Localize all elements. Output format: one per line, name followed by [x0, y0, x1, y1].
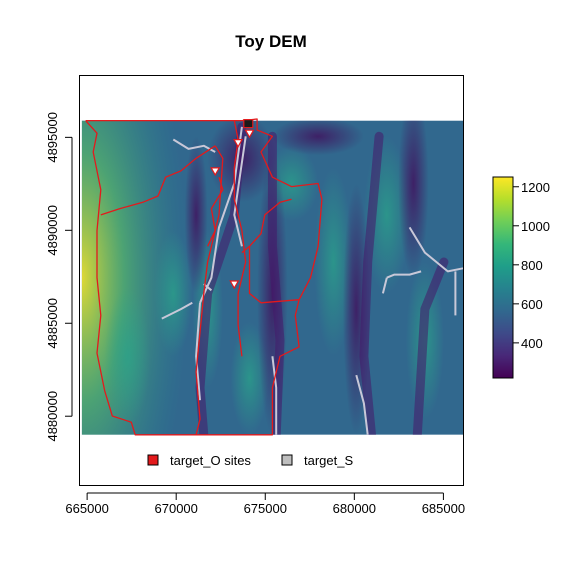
stream-10 [381, 277, 388, 294]
y-tick-label: 4890000 [45, 205, 60, 256]
x-tick-label: 680000 [333, 501, 376, 516]
stream-9 [386, 270, 422, 279]
stream-6 [271, 356, 278, 435]
elevation-colorbar: 400 600 800 1000 1200 [492, 176, 550, 379]
stream-3 [161, 301, 193, 320]
legend-label-1: target_S [304, 453, 353, 468]
site-marker-0 [210, 167, 221, 177]
elevation-raster [81, 120, 463, 435]
legend-label-0: target_O sites [170, 453, 251, 468]
colorbar-tick-label: 800 [521, 258, 543, 273]
stream-network [161, 126, 464, 435]
legend-swatch-1 [281, 454, 293, 466]
y-tick-label: 4895000 [45, 112, 60, 163]
boundary-sub-4 [248, 246, 300, 304]
terrain-low-4 [184, 136, 208, 294]
boundary-sub-1 [195, 145, 224, 435]
y-tick-label: 4885000 [45, 298, 60, 349]
colorbar-gradient [492, 176, 514, 379]
valley-2 [359, 131, 384, 435]
colorbar-tick-label: 1000 [521, 219, 550, 234]
boundary-sub-2 [233, 120, 247, 357]
colorbar-tick-label: 1200 [521, 180, 550, 195]
target-o-sites [210, 119, 255, 290]
boundary-outer [85, 118, 323, 436]
x-tick-label: 665000 [65, 501, 108, 516]
stream-7 [355, 374, 369, 435]
terrain-low-5 [272, 120, 364, 156]
boundary-sub-0 [100, 145, 216, 216]
colorbar-tick-label: 400 [521, 336, 543, 351]
terrain-high-1 [154, 230, 193, 357]
site-marker-1 [233, 139, 244, 148]
site-marker-2 [229, 280, 240, 290]
x-tick-label: 685000 [422, 501, 465, 516]
map-frame [79, 75, 464, 486]
stream-2 [195, 302, 201, 401]
y-tick-label: 4880000 [45, 391, 60, 442]
site-marker-3 [244, 129, 255, 139]
terrain-low-3 [398, 120, 429, 278]
boundary-sub-5 [207, 177, 224, 247]
terrain-high-0 [104, 287, 151, 426]
colorbar-tick-label: 600 [521, 297, 543, 312]
watershed-boundary [85, 118, 323, 436]
map-title: Toy DEM [235, 32, 306, 51]
valley-1 [267, 131, 285, 435]
x-tick-label: 675000 [244, 501, 287, 516]
legend-swatch-0 [147, 454, 159, 466]
y-axis: 4880000 4885000 4890000 4895000 [45, 112, 73, 442]
stream-5 [233, 136, 247, 247]
x-axis: 665000 670000 675000 680000 685000 [65, 492, 465, 516]
valley-0 [195, 122, 247, 435]
valley-3 [412, 257, 449, 435]
x-tick-label: 670000 [155, 501, 198, 516]
map-legend: target_O sites target_S [147, 453, 353, 468]
boundary-sub-3 [241, 198, 292, 254]
outlet-site-marker [243, 119, 254, 129]
stream-8 [408, 226, 464, 273]
